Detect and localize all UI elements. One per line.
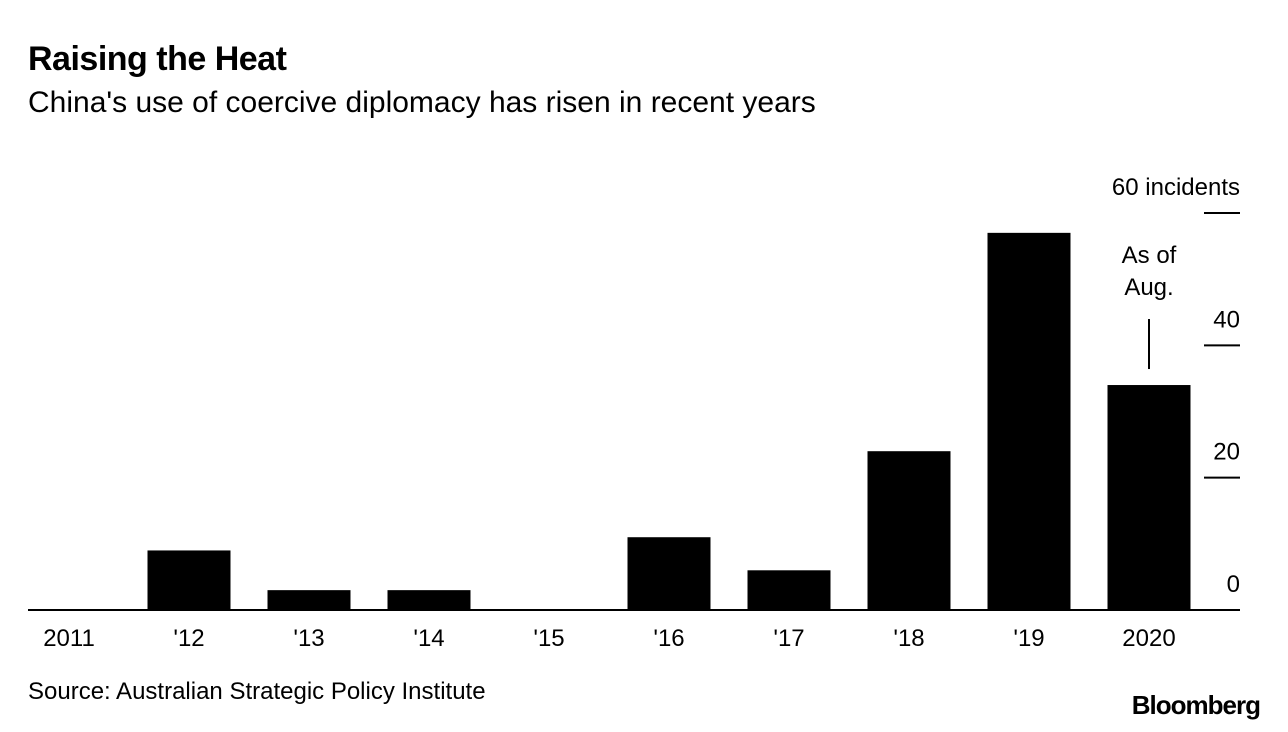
x-tick-label: '12	[173, 625, 204, 652]
annotation-text: Aug.	[1124, 274, 1173, 301]
y-tick-label: 60 incidents	[1112, 174, 1240, 201]
x-tick-label: 2020	[1122, 625, 1175, 652]
y-tick-label: 40	[1213, 306, 1240, 333]
x-tick-label: '19	[1013, 625, 1044, 652]
bloomberg-logo: Bloomberg	[1131, 690, 1261, 720]
x-tick-label: '13	[293, 625, 324, 652]
bar-7	[867, 451, 951, 610]
bar-2	[267, 590, 351, 610]
y-tick-label: 20	[1213, 439, 1240, 466]
bar-5	[627, 537, 711, 610]
x-tick-label: '15	[533, 625, 564, 652]
source-note: Source: Australian Strategic Policy Inst…	[28, 678, 486, 705]
y-tick-label: 0	[1227, 571, 1240, 598]
chart-subtitle: China's use of coercive diplomacy has ri…	[28, 86, 816, 119]
x-tick-label: '17	[773, 625, 804, 652]
x-tick-label: 2011	[43, 625, 95, 652]
x-tick-label: '14	[413, 625, 444, 652]
bar-8	[987, 232, 1071, 610]
bar-6	[747, 570, 831, 610]
x-tick-label: '16	[653, 625, 684, 652]
chart-title: Raising the Heat	[28, 40, 287, 78]
x-tick-label: '18	[893, 625, 924, 652]
annotation-text: As of	[1122, 242, 1177, 269]
bar-3	[387, 590, 471, 610]
bar-9	[1107, 385, 1191, 610]
bar-1	[147, 550, 231, 610]
